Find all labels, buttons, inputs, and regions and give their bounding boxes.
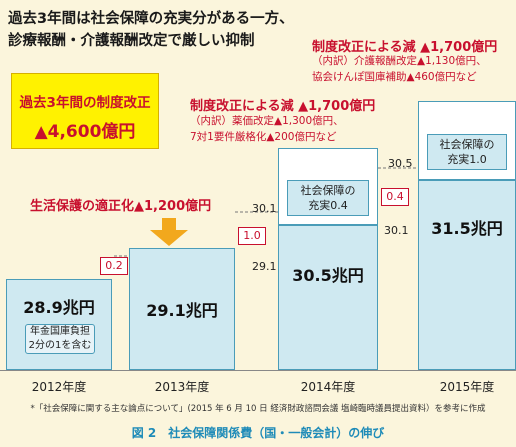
increment-2015: 0.4 [381,188,409,206]
reform-2014-title: 制度改正による減 ▲1,700億円 [312,40,498,55]
reform-2013-sub1: （内訳）薬価改定▲1,300億円、 [190,115,344,127]
bar-2013: 29.1兆円 [129,248,235,370]
year-2013: 2013年度 [154,380,210,394]
reform-2014-sub2: 協会けんぽ国庫補助▲460億円など [312,71,477,83]
total-reduction-value: ▲4,600億円 [34,122,136,142]
reform-2013-title: 制度改正による減 ▲1,700億円 [190,99,376,114]
bar-2012-note: 年金国庫負担 2分の1を含む [25,324,95,354]
source-note: *「社会保障に関する主な論点について」(2015 年 6 月 10 日 経済財政… [30,404,486,414]
increment-2013: 0.2 [100,257,128,275]
year-2015: 2015年度 [439,380,495,394]
bar-2015-top: 社会保障の 充実1.0 [418,101,516,180]
headline-line1: 過去3年間は社会保障の充実分がある一方、 [8,11,294,27]
total-reduction-box: 過去3年間の制度改正 ▲4,600億円 [11,73,159,149]
bar-2012: 28.9兆円 年金国庫負担 2分の1を含む [6,279,112,370]
value-label-30-5: 30.5 [388,157,413,170]
total-reduction-label: 過去3年間の制度改正 [19,95,151,111]
bar-2014-value: 30.5兆円 [292,266,364,285]
enhancement-2015-line2: 充実1.0 [447,153,487,166]
bar-2014-top: 社会保障の 充実0.4 [278,148,378,225]
reform-2014-sub1: （内訳）介護報酬改定▲1,130億円、 [312,55,487,67]
bar-2014: 30.5兆円 [278,225,378,370]
year-2012: 2012年度 [31,380,87,394]
bar-2012-value: 28.9兆円 [23,298,95,317]
value-label-29-1: 29.1 [252,260,277,273]
bar-2012-note-line1: 年金国庫負担 [30,326,90,337]
headline: 過去3年間は社会保障の充実分がある一方、 診療報酬・介護報酬改定で厳しい抑制 [8,8,294,52]
enhancement-2015-line1: 社会保障の [439,138,495,151]
enhancement-2014-line1: 社会保障の [300,184,356,197]
bar-2012-note-line2: 2分の1を含む [28,340,92,351]
headline-line2: 診療報酬・介護報酬改定で厳しい抑制 [8,33,255,49]
increment-2014: 1.0 [238,227,266,245]
enhancement-2014-line2: 充実0.4 [308,199,348,212]
reform-2013-sub2: 7対1要件厳格化▲200億円など [190,131,337,143]
value-label-30-1-right: 30.1 [384,224,409,237]
figure-caption: 図 2 社会保障関係費（国・一般会計）の伸び [131,426,385,440]
bar-2013-value: 29.1兆円 [146,301,218,320]
enhancement-2014: 社会保障の 充実0.4 [287,180,369,216]
arrow-down-icon [150,218,188,246]
enhancement-2015: 社会保障の 充実1.0 [427,134,507,170]
baseline [0,370,516,371]
bar-2015-value: 31.5兆円 [431,219,503,238]
bar-2015: 31.5兆円 [418,180,516,370]
value-label-30-1-left: 30.1 [252,202,277,215]
reform-2012-title: 生活保護の適正化▲1,200億円 [30,199,212,214]
year-2014: 2014年度 [300,380,356,394]
